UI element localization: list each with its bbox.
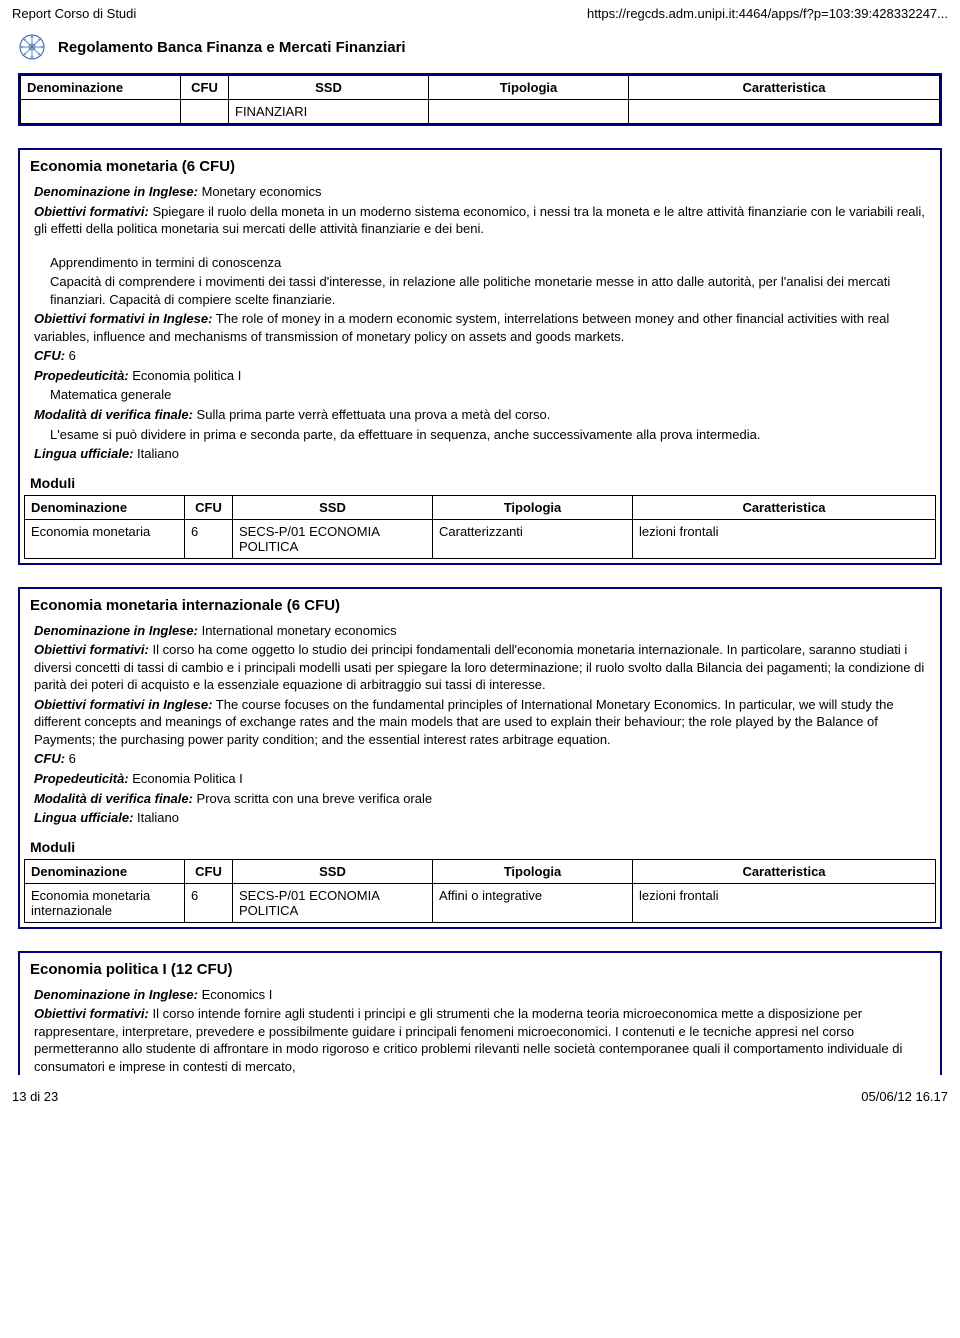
section-title: Economia politica I (12 CFU) <box>24 957 936 986</box>
learning-line1: Apprendimento in termini di conoscenza <box>34 254 926 272</box>
td-tip: Affini o integrative <box>433 883 633 922</box>
moduli-label: Moduli <box>24 473 936 495</box>
objectives-text: Il corso ha come oggetto lo studio dei p… <box>34 642 924 692</box>
exam-mode-text: Prova scritta con una breve verifica ora… <box>193 791 432 806</box>
prereq-1: Economia politica I <box>129 368 242 383</box>
top-table-box: Denominazione CFU SSD Tipologia Caratter… <box>18 73 942 126</box>
language-value: Italiano <box>133 810 179 825</box>
th-cfu: CFU <box>185 495 233 519</box>
english-name: International monetary economics <box>198 623 397 638</box>
th-tip: Tipologia <box>429 76 629 100</box>
td-denom: Economia monetaria internazionale <box>25 883 185 922</box>
td <box>181 100 229 124</box>
exam-mode-label: Modalità di verifica finale: <box>34 407 193 422</box>
learning-line2: Capacità di comprendere i movimenti dei … <box>34 273 926 308</box>
cfu-value: 6 <box>65 751 76 766</box>
section-economia-monetaria-internazionale: Economia monetaria internazionale (6 CFU… <box>18 587 942 929</box>
moduli-label: Moduli <box>24 837 936 859</box>
td-tip: Caratterizzanti <box>433 519 633 558</box>
th-ssd: SSD <box>233 495 433 519</box>
section-title: Economia monetaria (6 CFU) <box>24 154 936 183</box>
th-car: Caratteristica <box>633 859 936 883</box>
th-cfu: CFU <box>181 76 229 100</box>
td-car: lezioni frontali <box>633 883 936 922</box>
cfu-label: CFU: <box>34 348 65 363</box>
moduli-table: Denominazione CFU SSD Tipologia Caratter… <box>24 495 936 559</box>
english-name: Economics I <box>198 987 272 1002</box>
exam-mode-text: Sulla prima parte verrà effettuata una p… <box>193 407 550 422</box>
objectives-text: Il corso intende fornire agli studenti i… <box>34 1006 902 1074</box>
th-denom: Denominazione <box>21 76 181 100</box>
th-denom: Denominazione <box>25 495 185 519</box>
table-row: Economia monetaria internazionale 6 SECS… <box>25 883 936 922</box>
td-cfu: 6 <box>185 519 233 558</box>
prereq-label: Propedeuticità: <box>34 771 129 786</box>
prereq-1: Economia Politica I <box>129 771 243 786</box>
objectives-text: Spiegare il ruolo della moneta in un mod… <box>34 204 925 237</box>
language-label: Lingua ufficiale: <box>34 810 133 825</box>
th-tip: Tipologia <box>433 495 633 519</box>
objectives-label: Obiettivi formativi: <box>34 1006 149 1021</box>
objectives-en-label: Obiettivi formativi in Inglese: <box>34 697 212 712</box>
section-economia-politica-1: Economia politica I (12 CFU) Denominazio… <box>18 951 942 1076</box>
th-ssd: SSD <box>233 859 433 883</box>
objectives-label: Obiettivi formativi: <box>34 204 149 219</box>
moduli-table: Denominazione CFU SSD Tipologia Caratter… <box>24 859 936 923</box>
english-name-label: Denominazione in Inglese: <box>34 987 198 1002</box>
page-number: 13 di 23 <box>12 1089 58 1104</box>
th-cfu: CFU <box>185 859 233 883</box>
td: FINANZIARI <box>229 100 429 124</box>
table-row: Economia monetaria 6 SECS-P/01 ECONOMIA … <box>25 519 936 558</box>
th-tip: Tipologia <box>433 859 633 883</box>
prereq-2: Matematica generale <box>34 386 926 404</box>
header-right: https://regcds.adm.unipi.it:4464/apps/f?… <box>587 6 948 21</box>
td-car: lezioni frontali <box>633 519 936 558</box>
th-car: Caratteristica <box>629 76 940 100</box>
language-value: Italiano <box>133 446 179 461</box>
th-ssd: SSD <box>229 76 429 100</box>
english-name-label: Denominazione in Inglese: <box>34 623 198 638</box>
th-car: Caratteristica <box>633 495 936 519</box>
cfu-label: CFU: <box>34 751 65 766</box>
td-ssd: SECS-P/01 ECONOMIA POLITICA <box>233 883 433 922</box>
header-left: Report Corso di Studi <box>12 6 136 21</box>
table-row: FINANZIARI <box>21 100 940 124</box>
regulation-title: Regolamento Banca Finanza e Mercati Fina… <box>58 39 406 56</box>
section-economia-monetaria: Economia monetaria (6 CFU) Denominazione… <box>18 148 942 565</box>
page-timestamp: 05/06/12 16.17 <box>861 1089 948 1104</box>
section-title: Economia monetaria internazionale (6 CFU… <box>24 593 936 622</box>
td-ssd: SECS-P/01 ECONOMIA POLITICA <box>233 519 433 558</box>
td <box>429 100 629 124</box>
english-name-label: Denominazione in Inglese: <box>34 184 198 199</box>
td <box>21 100 181 124</box>
objectives-label: Obiettivi formativi: <box>34 642 149 657</box>
top-table: Denominazione CFU SSD Tipologia Caratter… <box>20 75 940 124</box>
prereq-label: Propedeuticità: <box>34 368 129 383</box>
td <box>629 100 940 124</box>
objectives-en-label: Obiettivi formativi in Inglese: <box>34 311 212 326</box>
td-denom: Economia monetaria <box>25 519 185 558</box>
language-label: Lingua ufficiale: <box>34 446 133 461</box>
th-denom: Denominazione <box>25 859 185 883</box>
exam-mode-label: Modalità di verifica finale: <box>34 791 193 806</box>
td-cfu: 6 <box>185 883 233 922</box>
university-logo-icon <box>18 33 46 61</box>
exam-mode-text2: L'esame si può dividere in prima e secon… <box>34 426 926 444</box>
cfu-value: 6 <box>65 348 76 363</box>
english-name: Monetary economics <box>198 184 322 199</box>
